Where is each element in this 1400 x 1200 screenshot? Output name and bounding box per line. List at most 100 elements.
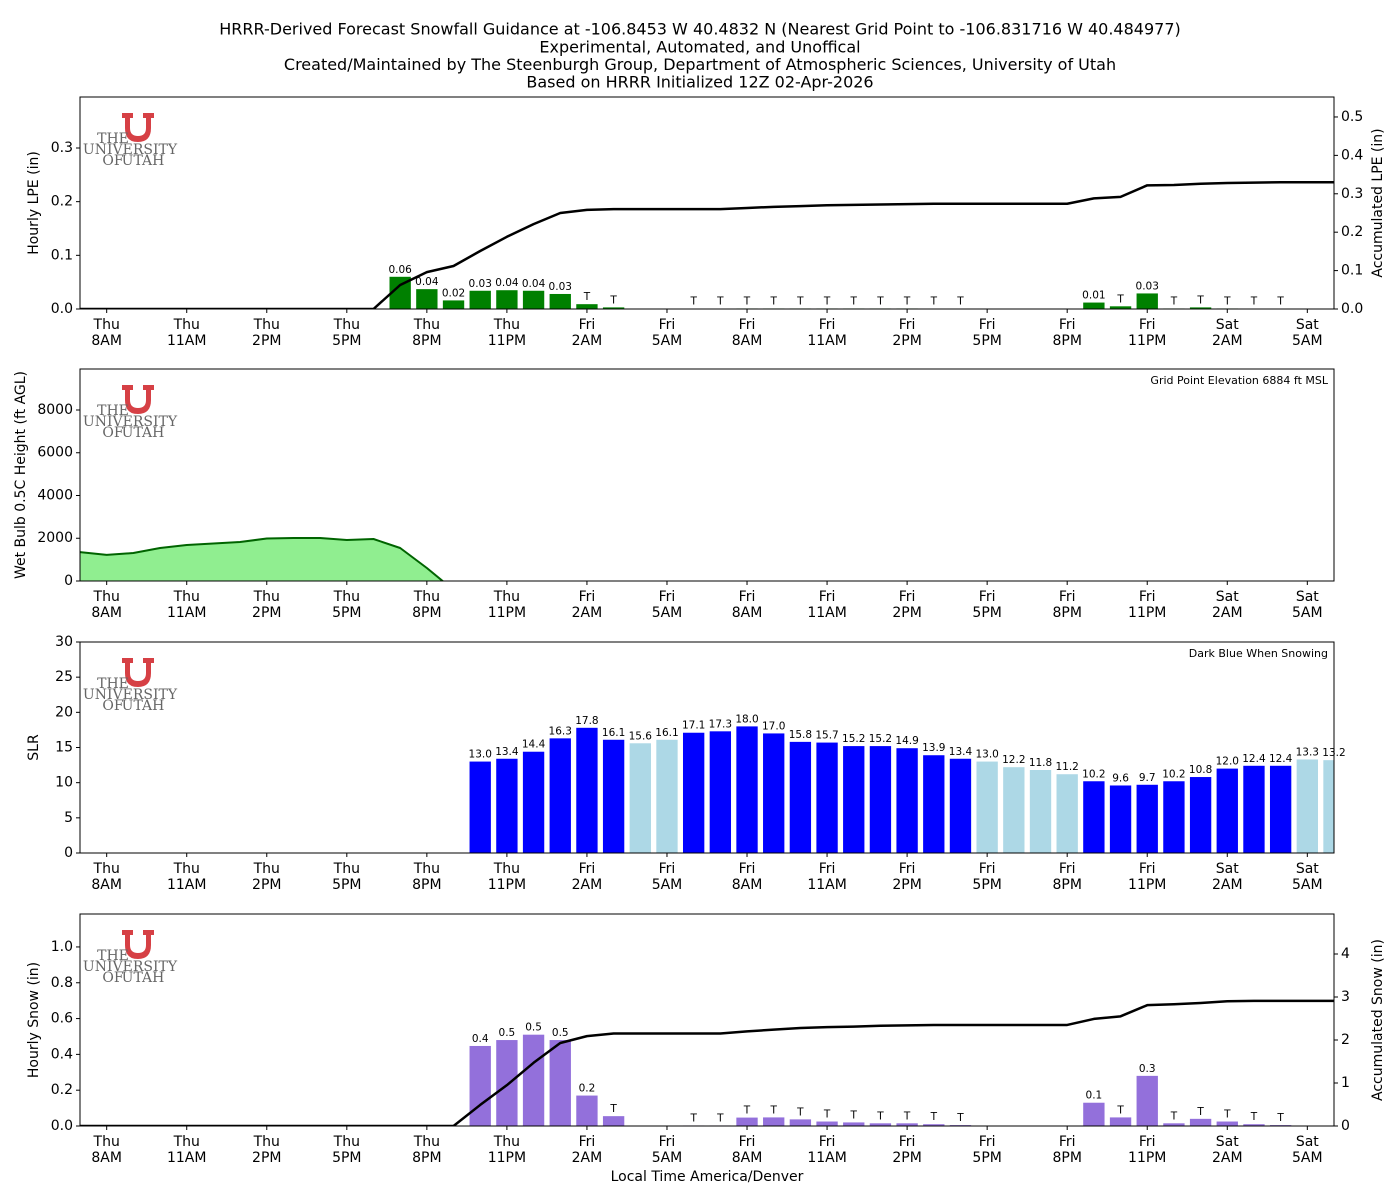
y-tick-label: 4000 [37, 487, 73, 503]
bar [816, 742, 838, 853]
y-tick-label: 0 [64, 573, 73, 589]
logo-mark [122, 385, 154, 414]
value-label: T [956, 296, 964, 308]
bar [1136, 1075, 1158, 1126]
y-tick-label: 0.2 [51, 1082, 73, 1098]
bar [1163, 1123, 1185, 1126]
x-tick-label: Fri 11AM [807, 589, 846, 621]
y-tick-label: 0 [64, 845, 73, 861]
bar [1243, 765, 1265, 853]
bar [1189, 777, 1212, 853]
value-label: 0.02 [442, 287, 465, 299]
bar [789, 741, 812, 853]
value-label: T [850, 1109, 858, 1121]
value-label: T [743, 1105, 751, 1117]
y2-tick-label: 0.4 [1341, 147, 1363, 163]
line [80, 999, 1334, 1126]
title-line: Based on HRRR Initialized 12Z 02-Apr-202… [526, 73, 873, 92]
bar [522, 751, 545, 853]
logo-text: OF [102, 425, 123, 441]
value-label: 9.6 [1112, 772, 1129, 784]
value-label: 15.2 [842, 733, 865, 745]
x-tick-label: Fri 5AM [652, 317, 683, 349]
value-label: T [1196, 294, 1204, 306]
y-tick-label: 0.0 [51, 301, 73, 317]
bar [1109, 306, 1132, 309]
x-tick-label: Thu 5PM [332, 861, 361, 893]
x-axis-label: Local Time America/Denver [611, 1169, 804, 1185]
bar [896, 1123, 918, 1126]
logo-text: OF [102, 698, 123, 714]
value-label: T [769, 295, 777, 307]
x-tick-label: Thu 11PM [488, 589, 526, 621]
x-tick-label: Thu 2PM [252, 1134, 281, 1166]
x-tick-label: Fri 2AM [572, 861, 603, 893]
x-tick-label: Fri 2PM [892, 1134, 921, 1166]
value-label: 0.5 [499, 1027, 516, 1039]
x-tick-label: Fri 2PM [892, 317, 921, 349]
bar [549, 293, 571, 309]
bar [1083, 302, 1105, 309]
x-tick-label: Thu 11AM [167, 861, 206, 893]
value-label: T [583, 291, 591, 303]
title-line: Experimental, Automated, and Unoffical [539, 38, 860, 57]
y2-axis-label: Accumulated LPE (in) [1370, 128, 1386, 277]
y-tick-label: 0.2 [51, 194, 73, 210]
value-label: T [1170, 295, 1178, 307]
x-tick-label: Thu 8PM [412, 1134, 441, 1166]
bar [629, 743, 651, 853]
bar [576, 727, 598, 853]
value-label: T [876, 1110, 884, 1122]
bar [1163, 781, 1185, 853]
x-tick-label: Fri 11PM [1128, 589, 1166, 621]
y-axis-label: Wet Bulb 0.5C Height (ft AGL) [13, 371, 29, 579]
value-label: 17.0 [762, 720, 785, 732]
plot-frame [79, 96, 1335, 310]
bar [469, 290, 491, 309]
y-axis-label: Hourly LPE (in) [26, 151, 42, 255]
x-tick-label: Thu 5PM [332, 589, 361, 621]
x-tick-label: Sat 5AM [1292, 861, 1323, 893]
value-label: 0.4 [472, 1033, 489, 1045]
value-label: 13.9 [922, 742, 945, 754]
bar [496, 758, 518, 853]
value-label: 0.06 [388, 264, 412, 276]
bar [416, 289, 438, 309]
logo-text: THE [97, 948, 129, 964]
bar [522, 1034, 545, 1126]
y2-tick-label: 2 [1341, 1032, 1350, 1048]
x-tick-label: Sat 5AM [1292, 317, 1323, 349]
x-tick-label: Fri 5AM [652, 1134, 683, 1166]
bar [469, 1045, 491, 1126]
x-tick-label: Fri 5PM [972, 589, 1001, 621]
value-label: 11.8 [1029, 757, 1052, 769]
bar [789, 1119, 812, 1126]
x-tick-label: Thu 8AM [91, 589, 122, 621]
x-tick-label: Fri 8PM [1052, 317, 1081, 349]
value-label: 13.0 [469, 749, 492, 761]
value-label: 12.0 [1216, 756, 1239, 768]
y2-axis-label: Accumulated Snow (in) [1370, 939, 1386, 1101]
x-tick-label: Thu 8AM [91, 861, 122, 893]
value-label: T [1116, 293, 1124, 305]
logo-text: OF [102, 970, 123, 986]
value-label: 0.03 [549, 281, 572, 293]
bar [656, 739, 678, 853]
value-label: T [930, 296, 938, 308]
bar [896, 748, 918, 853]
logo-text: UNIVERSITY [83, 687, 178, 703]
y-tick-label: 8000 [37, 402, 73, 418]
value-label: 0.1 [1086, 1090, 1103, 1102]
value-label: 16.3 [549, 725, 572, 737]
value-label: T [796, 295, 804, 307]
value-label: T [1250, 1111, 1258, 1123]
plot-frame [79, 641, 1335, 854]
bar [1083, 781, 1105, 853]
x-tick-label: Sat 5AM [1292, 589, 1323, 621]
value-label: 13.3 [1296, 746, 1319, 758]
logo-text: THE [97, 676, 129, 692]
bar [1216, 1121, 1238, 1126]
x-tick-label: Thu 5PM [332, 1134, 361, 1166]
x-tick-label: Fri 8AM [732, 317, 763, 349]
